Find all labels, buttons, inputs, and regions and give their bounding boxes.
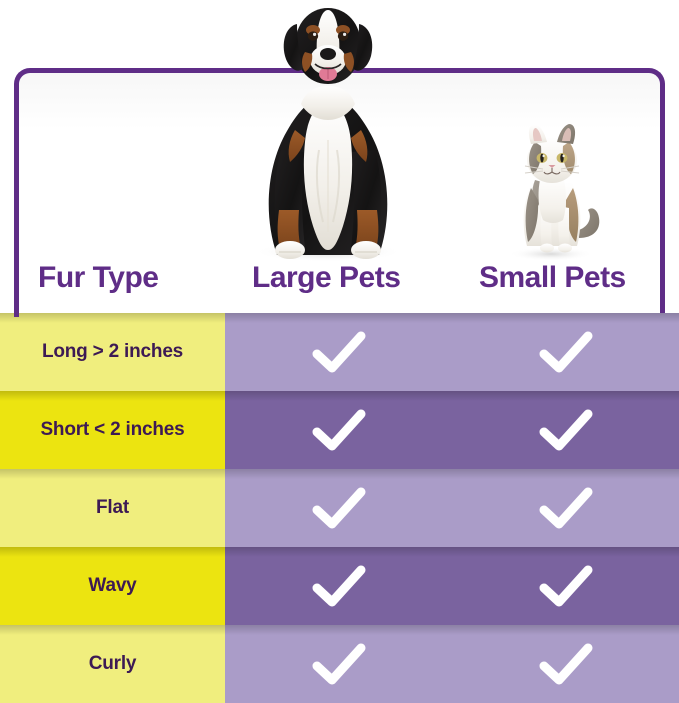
table-row: Curly [0,625,679,703]
checkmark-icon [538,563,594,609]
checkmark-icon [538,329,594,375]
cell-large-pets [225,547,452,625]
column-header-small-pets: Small Pets [479,261,626,294]
checkmark-icon [311,641,367,687]
checkmark-icon [538,407,594,453]
cell-fur-type: Curly [0,625,225,703]
cell-small-pets [452,547,679,625]
column-header-large-pets: Large Pets [252,261,401,294]
table-row: Short < 2 inches [0,391,679,469]
checkmark-icon [311,407,367,453]
checkmark-icon [538,485,594,531]
cell-fur-type: Flat [0,469,225,547]
cell-small-pets [452,391,679,469]
cell-large-pets [225,313,452,391]
cell-large-pets [225,391,452,469]
checkmark-icon [538,641,594,687]
table-row: Flat [0,469,679,547]
dog-photo [243,0,413,262]
cell-small-pets [452,625,679,703]
cell-large-pets [225,625,452,703]
column-header-fur-type: Fur Type [38,261,159,294]
cell-small-pets [452,313,679,391]
cell-fur-type: Wavy [0,547,225,625]
table-row: Long > 2 inches [0,313,679,391]
checkmark-icon [311,329,367,375]
table-row: Wavy [0,547,679,625]
cell-fur-type: Long > 2 inches [0,313,225,391]
cat-photo [495,120,610,262]
table-header-row: Fur Type Large Pets Small Pets [0,255,679,313]
cell-large-pets [225,469,452,547]
checkmark-icon [311,563,367,609]
cell-small-pets [452,469,679,547]
cell-fur-type: Short < 2 inches [0,391,225,469]
table-body: Long > 2 inches Short < 2 inches Flat Wavy C… [0,313,679,703]
checkmark-icon [311,485,367,531]
